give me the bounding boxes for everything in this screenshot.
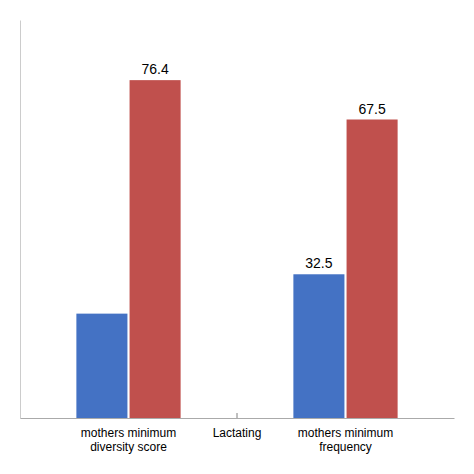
x-tick-label-line: mothers minimum (81, 426, 176, 440)
y-axis (20, 21, 21, 419)
x-tick-label: mothers minimumdiversity score (81, 426, 176, 454)
bar (293, 274, 344, 418)
data-label: 32.5 (305, 255, 332, 271)
x-axis-line (21, 418, 455, 419)
bar (76, 314, 127, 418)
x-tick-label-line: mothers minimum (298, 426, 393, 440)
plot-area (76, 80, 397, 418)
x-tick-label: mothers minimumfrequency (298, 426, 393, 454)
data-labels: 32.5 76.4 67.5 (141, 61, 385, 271)
x-tick: mothers minimumdiversity score (81, 426, 176, 454)
bar (347, 120, 398, 419)
y-axis-line (20, 21, 21, 419)
x-tick: mothers minimumfrequency (298, 426, 393, 454)
chart: 32.576.467.5mothers minimumdiversity sco… (0, 0, 474, 474)
separator-tick (237, 413, 238, 418)
data-label: 67.5 (358, 101, 385, 117)
data-label: 76.4 (141, 61, 168, 77)
annotation: Lactating (213, 426, 262, 440)
x-tick-label-line: frequency (319, 440, 372, 454)
x-tick-label-line: diversity score (90, 440, 167, 454)
x-axis: mothers minimumdiversity scoremothers mi… (21, 419, 455, 454)
bar (130, 80, 181, 418)
